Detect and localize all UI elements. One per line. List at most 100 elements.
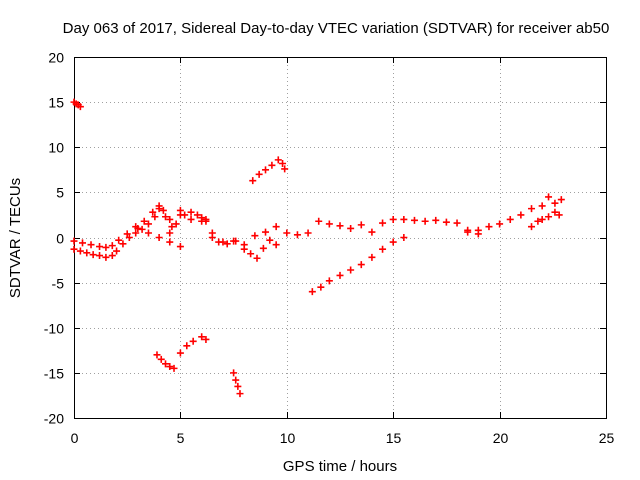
data-point [155, 234, 163, 241]
data-point [325, 220, 333, 228]
data-point [232, 237, 240, 245]
data-point [304, 229, 312, 237]
data-point [113, 247, 121, 255]
y-tick-label: -5 [52, 276, 65, 292]
series-arc-high [249, 156, 289, 185]
data-point [534, 217, 542, 225]
data-point [506, 215, 514, 223]
data-point [189, 337, 197, 345]
data-point [119, 240, 127, 248]
y-tick-label: 5 [56, 185, 64, 201]
data-point [183, 342, 191, 350]
data-point [551, 208, 559, 216]
data-point [193, 211, 201, 219]
y-tick-label: 20 [48, 50, 64, 66]
data-point [96, 252, 104, 260]
data-point [151, 213, 159, 221]
data-point [545, 213, 553, 221]
data-point [181, 211, 189, 219]
y-tick-label: -15 [44, 366, 64, 382]
data-point [266, 236, 274, 244]
data-point [251, 232, 259, 240]
data-point [155, 202, 163, 210]
data-point [202, 335, 210, 343]
series-arc-negative [153, 333, 210, 372]
data-point [389, 238, 397, 246]
x-tick-label: 0 [71, 430, 79, 446]
y-tick-label: 15 [48, 95, 64, 111]
data-point [83, 249, 91, 257]
data-point [138, 225, 146, 233]
data-point [232, 376, 240, 384]
data-point [166, 229, 174, 237]
data-point [162, 213, 170, 221]
x-tick-label: 15 [386, 430, 402, 446]
series-arc-late-dip [528, 208, 563, 231]
data-point [144, 229, 152, 237]
data-point [70, 237, 78, 245]
data-point [315, 217, 323, 225]
data-point [162, 360, 170, 368]
data-point [166, 363, 174, 371]
data-point [317, 283, 325, 291]
data-point [421, 217, 429, 225]
data-point [166, 215, 174, 223]
data-point [551, 199, 559, 207]
data-point [89, 251, 97, 259]
data-point [76, 247, 84, 255]
data-point [262, 166, 270, 174]
data-point [379, 245, 387, 253]
data-point [140, 217, 148, 225]
x-tick-label: 20 [493, 430, 509, 446]
data-point [400, 215, 408, 223]
data-point [485, 223, 493, 231]
data-point [336, 271, 344, 279]
data-point [368, 228, 376, 236]
series-arc-start-high [70, 98, 84, 111]
data-point [96, 243, 104, 251]
data-point [249, 177, 257, 185]
data-point [76, 103, 84, 111]
data-point [538, 215, 546, 223]
data-point [215, 238, 223, 246]
data-point [153, 351, 161, 359]
data-point [108, 252, 116, 260]
data-point [230, 369, 238, 377]
data-point [357, 221, 365, 229]
y-tick-label: 10 [48, 140, 64, 156]
data-point [159, 206, 167, 214]
data-point [79, 239, 87, 247]
data-point [336, 222, 344, 230]
data-point [144, 220, 152, 228]
data-point [268, 161, 276, 169]
data-point [134, 224, 142, 232]
data-point [272, 241, 280, 249]
data-point [259, 244, 267, 252]
data-point [102, 243, 110, 251]
data-point [474, 226, 482, 234]
data-point [208, 229, 216, 237]
data-point [279, 159, 287, 167]
data-point [528, 205, 536, 213]
grid [74, 57, 606, 418]
data-point [357, 261, 365, 269]
data-point [157, 355, 165, 363]
data-point [223, 240, 231, 248]
data-point [274, 156, 282, 164]
series-arc-long [251, 215, 482, 240]
data-point [262, 228, 270, 236]
x-tick-label: 10 [280, 430, 296, 446]
data-point [517, 211, 525, 219]
series-arc-mid-branch [134, 224, 184, 251]
data-point [253, 254, 261, 262]
data-point [400, 234, 408, 241]
data-point [379, 219, 387, 227]
data-point [115, 236, 123, 244]
series-arc-late [464, 193, 565, 236]
data-point [272, 223, 280, 231]
data-point [123, 230, 131, 238]
data-point [132, 229, 140, 237]
data-point [308, 288, 316, 296]
